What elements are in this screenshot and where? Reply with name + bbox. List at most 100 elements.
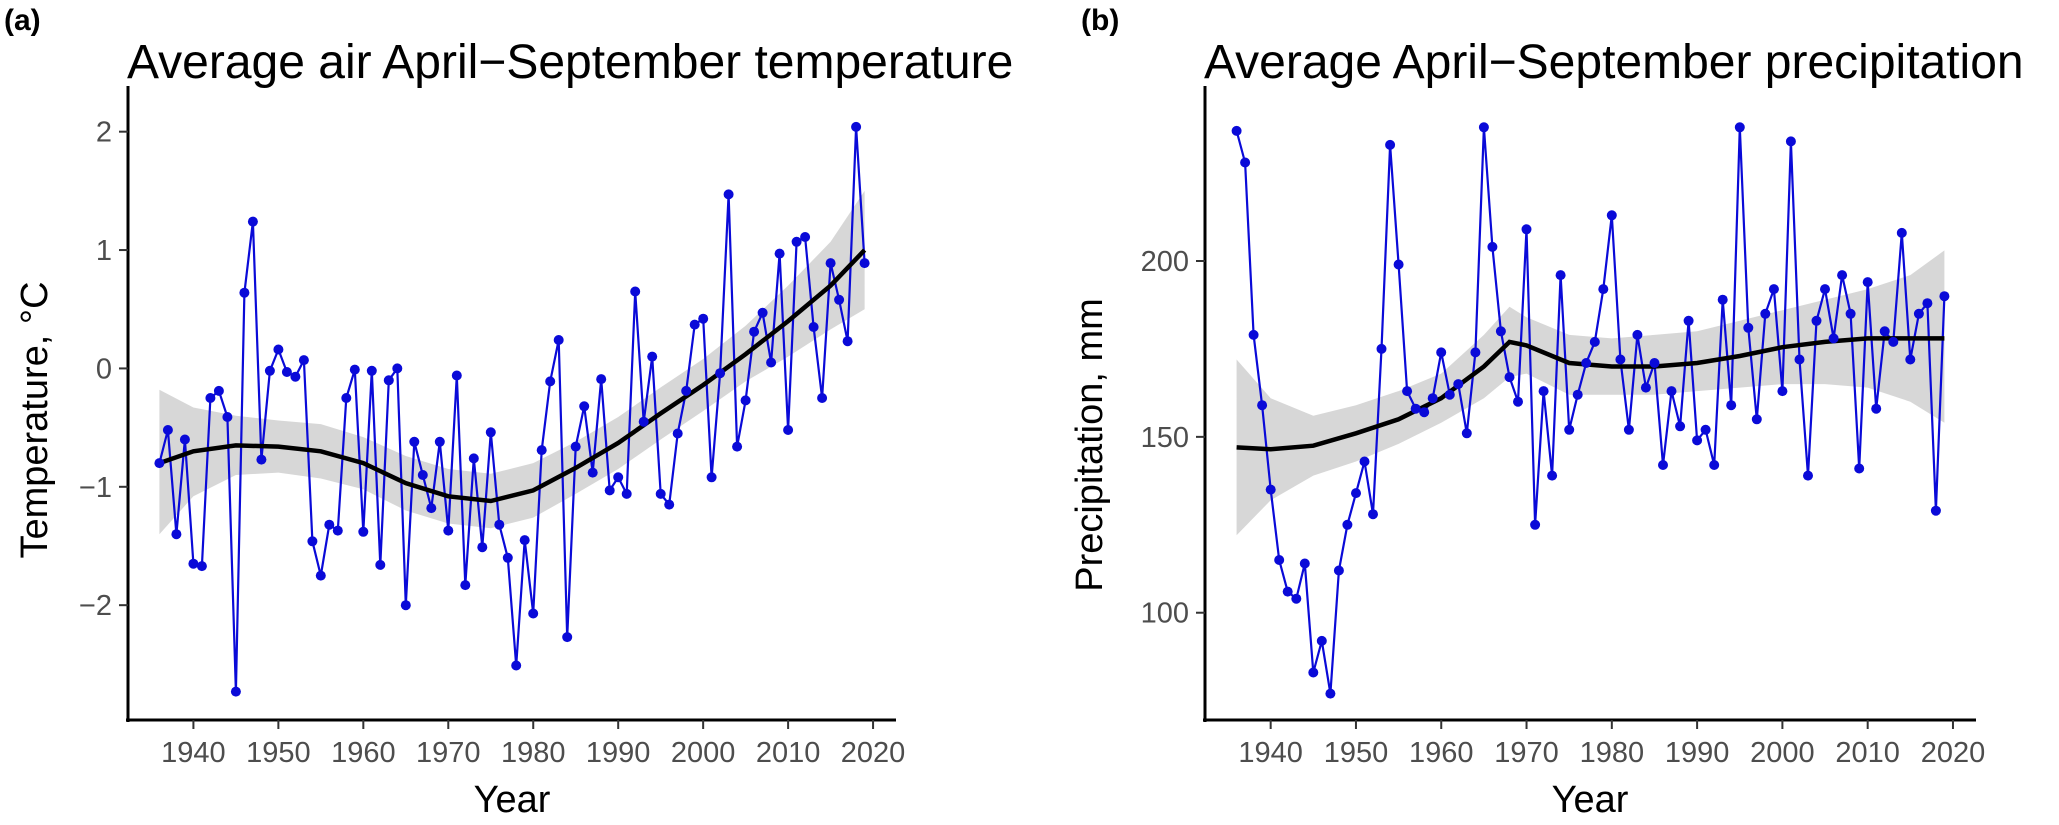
temperature-data-point	[494, 519, 505, 530]
precipitation-data-point	[1709, 460, 1720, 470]
precipitation-data-point	[1521, 224, 1532, 235]
temperature-data-point	[834, 294, 845, 305]
precipitation-data-point	[1419, 407, 1430, 418]
temperature-data-point	[443, 525, 454, 536]
temperature-data-point	[179, 434, 190, 445]
temperature-data-point	[230, 686, 241, 697]
temperature-data-point	[485, 427, 496, 438]
temperature-data-point	[281, 367, 292, 377]
precipitation-data-point	[1564, 424, 1575, 435]
temperature-data-point	[188, 558, 199, 569]
temperature-y-tick-label: −1	[79, 472, 112, 504]
precipitation-data-point	[1803, 470, 1813, 481]
temperature-data-point	[791, 236, 802, 247]
precipitation-data-point	[1717, 294, 1728, 305]
precipitation-data-point	[1487, 241, 1498, 252]
precipitation-data-point	[1547, 470, 1558, 481]
precipitation-data-point	[1888, 336, 1899, 347]
precipitation-data-point	[1342, 519, 1353, 530]
temperature-confidence-band	[159, 190, 865, 535]
precipitation-data-point	[1282, 586, 1293, 597]
precipitation-trend-line	[1236, 336, 1945, 452]
precipitation-data-point	[1683, 315, 1694, 326]
temperature-data-point	[570, 441, 581, 452]
temperature-data-point	[587, 467, 598, 478]
temperature-data-point	[154, 458, 165, 469]
temperature-x-axis-label: Year	[474, 779, 551, 821]
precipitation-x-axis-label: Year	[1552, 779, 1629, 821]
precipitation-data-point	[1606, 210, 1617, 221]
temperature-x-tick-label: 1960	[331, 737, 396, 769]
temperature-data-point	[638, 416, 649, 427]
temperature-data-point	[383, 375, 394, 386]
temperature-data-point	[672, 428, 683, 439]
precipitation-data-point	[1231, 125, 1242, 136]
precipitation-x-tick-label: 1960	[1409, 737, 1474, 769]
precipitation-data-point	[1751, 414, 1762, 425]
temperature-data-point	[409, 436, 420, 447]
temperature-data-point	[426, 503, 437, 514]
temperature-data-point	[723, 189, 734, 200]
temperature-data-point	[307, 536, 318, 547]
precipitation-data-point	[1922, 298, 1933, 309]
temperature-data-point	[298, 355, 309, 366]
temperature-data-point	[749, 326, 760, 337]
precipitation-data-point	[1854, 463, 1865, 474]
precipitation-data-point	[1845, 308, 1856, 319]
precipitation-data-point	[1760, 308, 1771, 319]
precipitation-plot-area: 1940 1950 1960 1970 1980 1990 2000 2010 2020 100 1…	[1141, 86, 1985, 769]
temperature-data-point	[655, 488, 666, 499]
temperature-data-point	[859, 258, 870, 269]
temperature-data-point	[681, 385, 692, 396]
temperature-data-point	[247, 216, 258, 227]
temperature-data-point	[715, 368, 726, 379]
temperature-data-point	[817, 393, 828, 403]
temperature-data-point	[315, 570, 326, 581]
temperature-chart-title: Average air April−September temperature	[127, 36, 1013, 89]
precipitation-data-point	[1325, 688, 1336, 699]
temperature-trend-line	[158, 248, 867, 504]
precipitation-data-point	[1581, 358, 1592, 368]
temperature-data-point	[664, 499, 675, 510]
precipitation-data-point	[1837, 270, 1848, 281]
precipitation-data-point	[1658, 460, 1668, 470]
temperature-x-tick-label: 2020	[841, 737, 906, 769]
precipitation-data-point	[1598, 284, 1609, 295]
temperature-data-point	[392, 363, 403, 374]
precipitation-data-point	[1274, 555, 1285, 565]
precipitation-data-point	[1734, 122, 1745, 133]
temperature-x-tick-label: 1970	[416, 737, 481, 769]
temperature-data-point	[596, 374, 607, 385]
precipitation-x-tick-label: 1950	[1324, 737, 1389, 769]
precipitation-data-point	[1649, 358, 1660, 368]
precipitation-confidence-band	[1236, 250, 1945, 536]
temperature-data-point	[213, 385, 224, 396]
precipitation-data-point	[1538, 386, 1549, 397]
precipitation-data-point	[1402, 386, 1413, 397]
temperature-data-point	[511, 660, 522, 671]
temperature-y-axis-label: Temperature, °C	[14, 281, 56, 558]
precipitation-data-point	[1913, 308, 1924, 319]
temperature-data-point	[324, 519, 335, 530]
precipitation-data-point	[1666, 386, 1677, 397]
temperature-plot-area: 1940 1950 1960 1970 1980 1990 2000 2010 2020 −2 −1…	[79, 86, 905, 769]
temperature-data-point	[460, 580, 471, 591]
temperature-panel: (a) Average air April−September temperat…	[4, 4, 1013, 821]
temperature-data-point	[757, 307, 768, 318]
precipitation-series-line	[1235, 127, 1946, 694]
precipitation-data-point	[1615, 354, 1626, 365]
temperature-data-point	[808, 322, 819, 332]
panel-label-a: (a)	[4, 4, 41, 37]
precipitation-y-tick-label: 150	[1141, 422, 1189, 454]
temperature-data-point	[604, 485, 615, 496]
precipitation-data-point	[1930, 505, 1941, 516]
temperature-data-point	[562, 632, 573, 643]
precipitation-data-point	[1811, 315, 1822, 326]
precipitation-data-point	[1248, 329, 1259, 340]
precipitation-data-point	[1675, 421, 1686, 432]
precipitation-data-point	[1436, 347, 1447, 358]
temperature-data-point	[273, 344, 284, 355]
temperature-data-point	[196, 561, 207, 572]
precipitation-data-point	[1265, 484, 1276, 495]
temperature-data-point	[205, 393, 216, 403]
